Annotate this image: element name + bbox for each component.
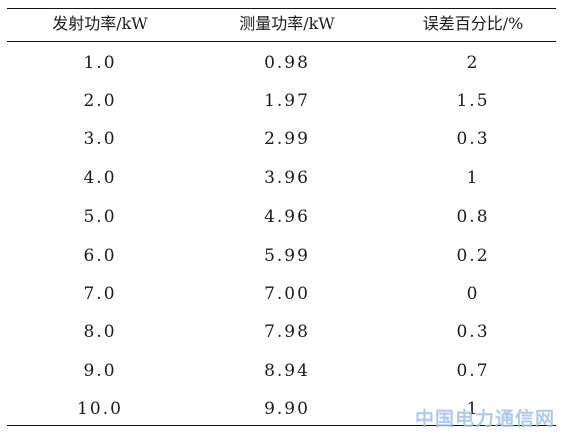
cell-measured-power: 7.00 [264, 284, 310, 304]
cell-transmit-power: 8.0 [83, 322, 117, 342]
cell-error-percentage: 0.3 [456, 129, 490, 149]
cell-error-percentage: 1 [466, 399, 480, 419]
table-bottom-rule [7, 425, 556, 426]
table-top-rule [7, 8, 556, 9]
cell-error-percentage: 0 [466, 284, 480, 304]
cell-transmit-power: 9.0 [83, 361, 117, 381]
cell-measured-power: 9.90 [264, 399, 310, 419]
cell-transmit-power: 1.0 [83, 53, 117, 73]
watermark-logo: 中国电力通信网 [414, 408, 555, 430]
header-error-percentage: 误差百分比/% [422, 14, 524, 33]
cell-measured-power: 4.96 [264, 207, 310, 227]
cell-error-percentage: 2 [466, 53, 480, 73]
cell-error-percentage: 0.2 [456, 246, 490, 266]
cell-measured-power: 5.99 [264, 246, 310, 266]
cell-transmit-power: 6.0 [83, 246, 117, 266]
cell-transmit-power: 7.0 [83, 284, 117, 304]
cell-transmit-power: 3.0 [83, 129, 117, 149]
cell-error-percentage: 1 [466, 168, 480, 188]
cell-error-percentage: 0.7 [456, 361, 490, 381]
cell-measured-power: 0.98 [264, 53, 310, 73]
cell-transmit-power: 10.0 [77, 399, 123, 419]
table-header-rule [7, 41, 556, 42]
cell-error-percentage: 1.5 [456, 91, 490, 111]
cell-measured-power: 3.96 [264, 168, 310, 188]
cell-transmit-power: 4.0 [83, 168, 117, 188]
cell-transmit-power: 5.0 [83, 207, 117, 227]
cell-measured-power: 7.98 [264, 322, 310, 342]
cell-transmit-power: 2.0 [83, 91, 117, 111]
cell-error-percentage: 0.8 [456, 207, 490, 227]
cell-measured-power: 1.97 [264, 91, 310, 111]
cell-measured-power: 8.94 [264, 361, 310, 381]
cell-error-percentage: 0.3 [456, 322, 490, 342]
header-measured-power: 测量功率/kW [239, 14, 335, 33]
cell-measured-power: 2.99 [264, 129, 310, 149]
header-transmit-power: 发射功率/kW [52, 14, 148, 33]
